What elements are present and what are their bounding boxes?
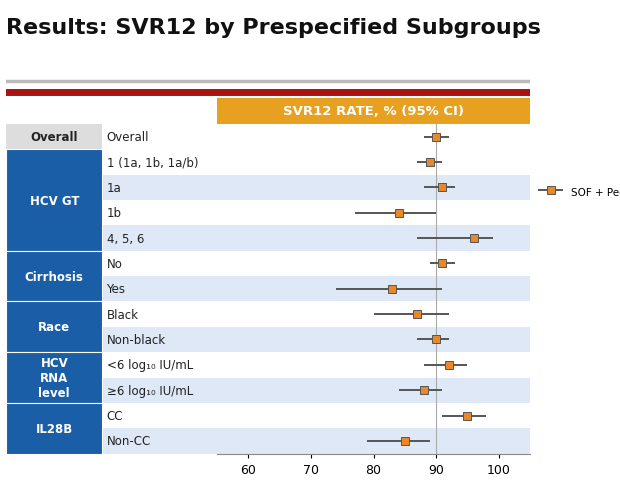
- Text: Non-black: Non-black: [107, 333, 166, 346]
- Text: Yes: Yes: [107, 283, 125, 296]
- Text: 1a: 1a: [107, 181, 122, 194]
- Text: 1 (1a, 1b, 1a/b): 1 (1a, 1b, 1a/b): [107, 156, 198, 169]
- Text: SVR12 RATE, % (95% CI): SVR12 RATE, % (95% CI): [283, 105, 464, 118]
- Bar: [217, 428, 530, 454]
- Text: <6 log₁₀ IU/mL: <6 log₁₀ IU/mL: [107, 359, 193, 372]
- Text: Non-CC: Non-CC: [107, 434, 151, 447]
- Text: ≥6 log₁₀ IU/mL: ≥6 log₁₀ IU/mL: [107, 384, 193, 397]
- FancyBboxPatch shape: [6, 150, 102, 251]
- Bar: [102, 175, 217, 201]
- Bar: [217, 378, 530, 403]
- Text: No: No: [107, 257, 122, 270]
- FancyBboxPatch shape: [6, 352, 102, 403]
- Text: Cirrhosis: Cirrhosis: [25, 270, 84, 283]
- Text: HCV GT: HCV GT: [30, 194, 79, 207]
- Text: Black: Black: [107, 308, 138, 321]
- Bar: [217, 175, 530, 201]
- FancyBboxPatch shape: [6, 302, 102, 352]
- Bar: [6, 125, 102, 150]
- Text: Results: SVR12 by Prespecified Subgroups: Results: SVR12 by Prespecified Subgroups: [6, 18, 541, 37]
- Text: IL28B: IL28B: [35, 422, 73, 435]
- Text: Race: Race: [38, 321, 70, 334]
- Text: Overall: Overall: [30, 131, 78, 144]
- Bar: [102, 327, 217, 352]
- Bar: [102, 378, 217, 403]
- Bar: [217, 327, 530, 352]
- Text: HCV
RNA
level: HCV RNA level: [38, 356, 70, 399]
- Legend: SOF + Peg-IFN + RBV: SOF + Peg-IFN + RBV: [535, 182, 620, 202]
- Text: 1b: 1b: [107, 207, 122, 220]
- FancyBboxPatch shape: [6, 251, 102, 302]
- Bar: [102, 226, 217, 251]
- Bar: [102, 276, 217, 302]
- Bar: [102, 428, 217, 454]
- Bar: [217, 276, 530, 302]
- FancyBboxPatch shape: [217, 98, 530, 125]
- Text: Overall: Overall: [107, 131, 149, 144]
- Text: 4, 5, 6: 4, 5, 6: [107, 232, 144, 245]
- FancyBboxPatch shape: [6, 403, 102, 454]
- Bar: [217, 226, 530, 251]
- Text: CC: CC: [107, 409, 123, 422]
